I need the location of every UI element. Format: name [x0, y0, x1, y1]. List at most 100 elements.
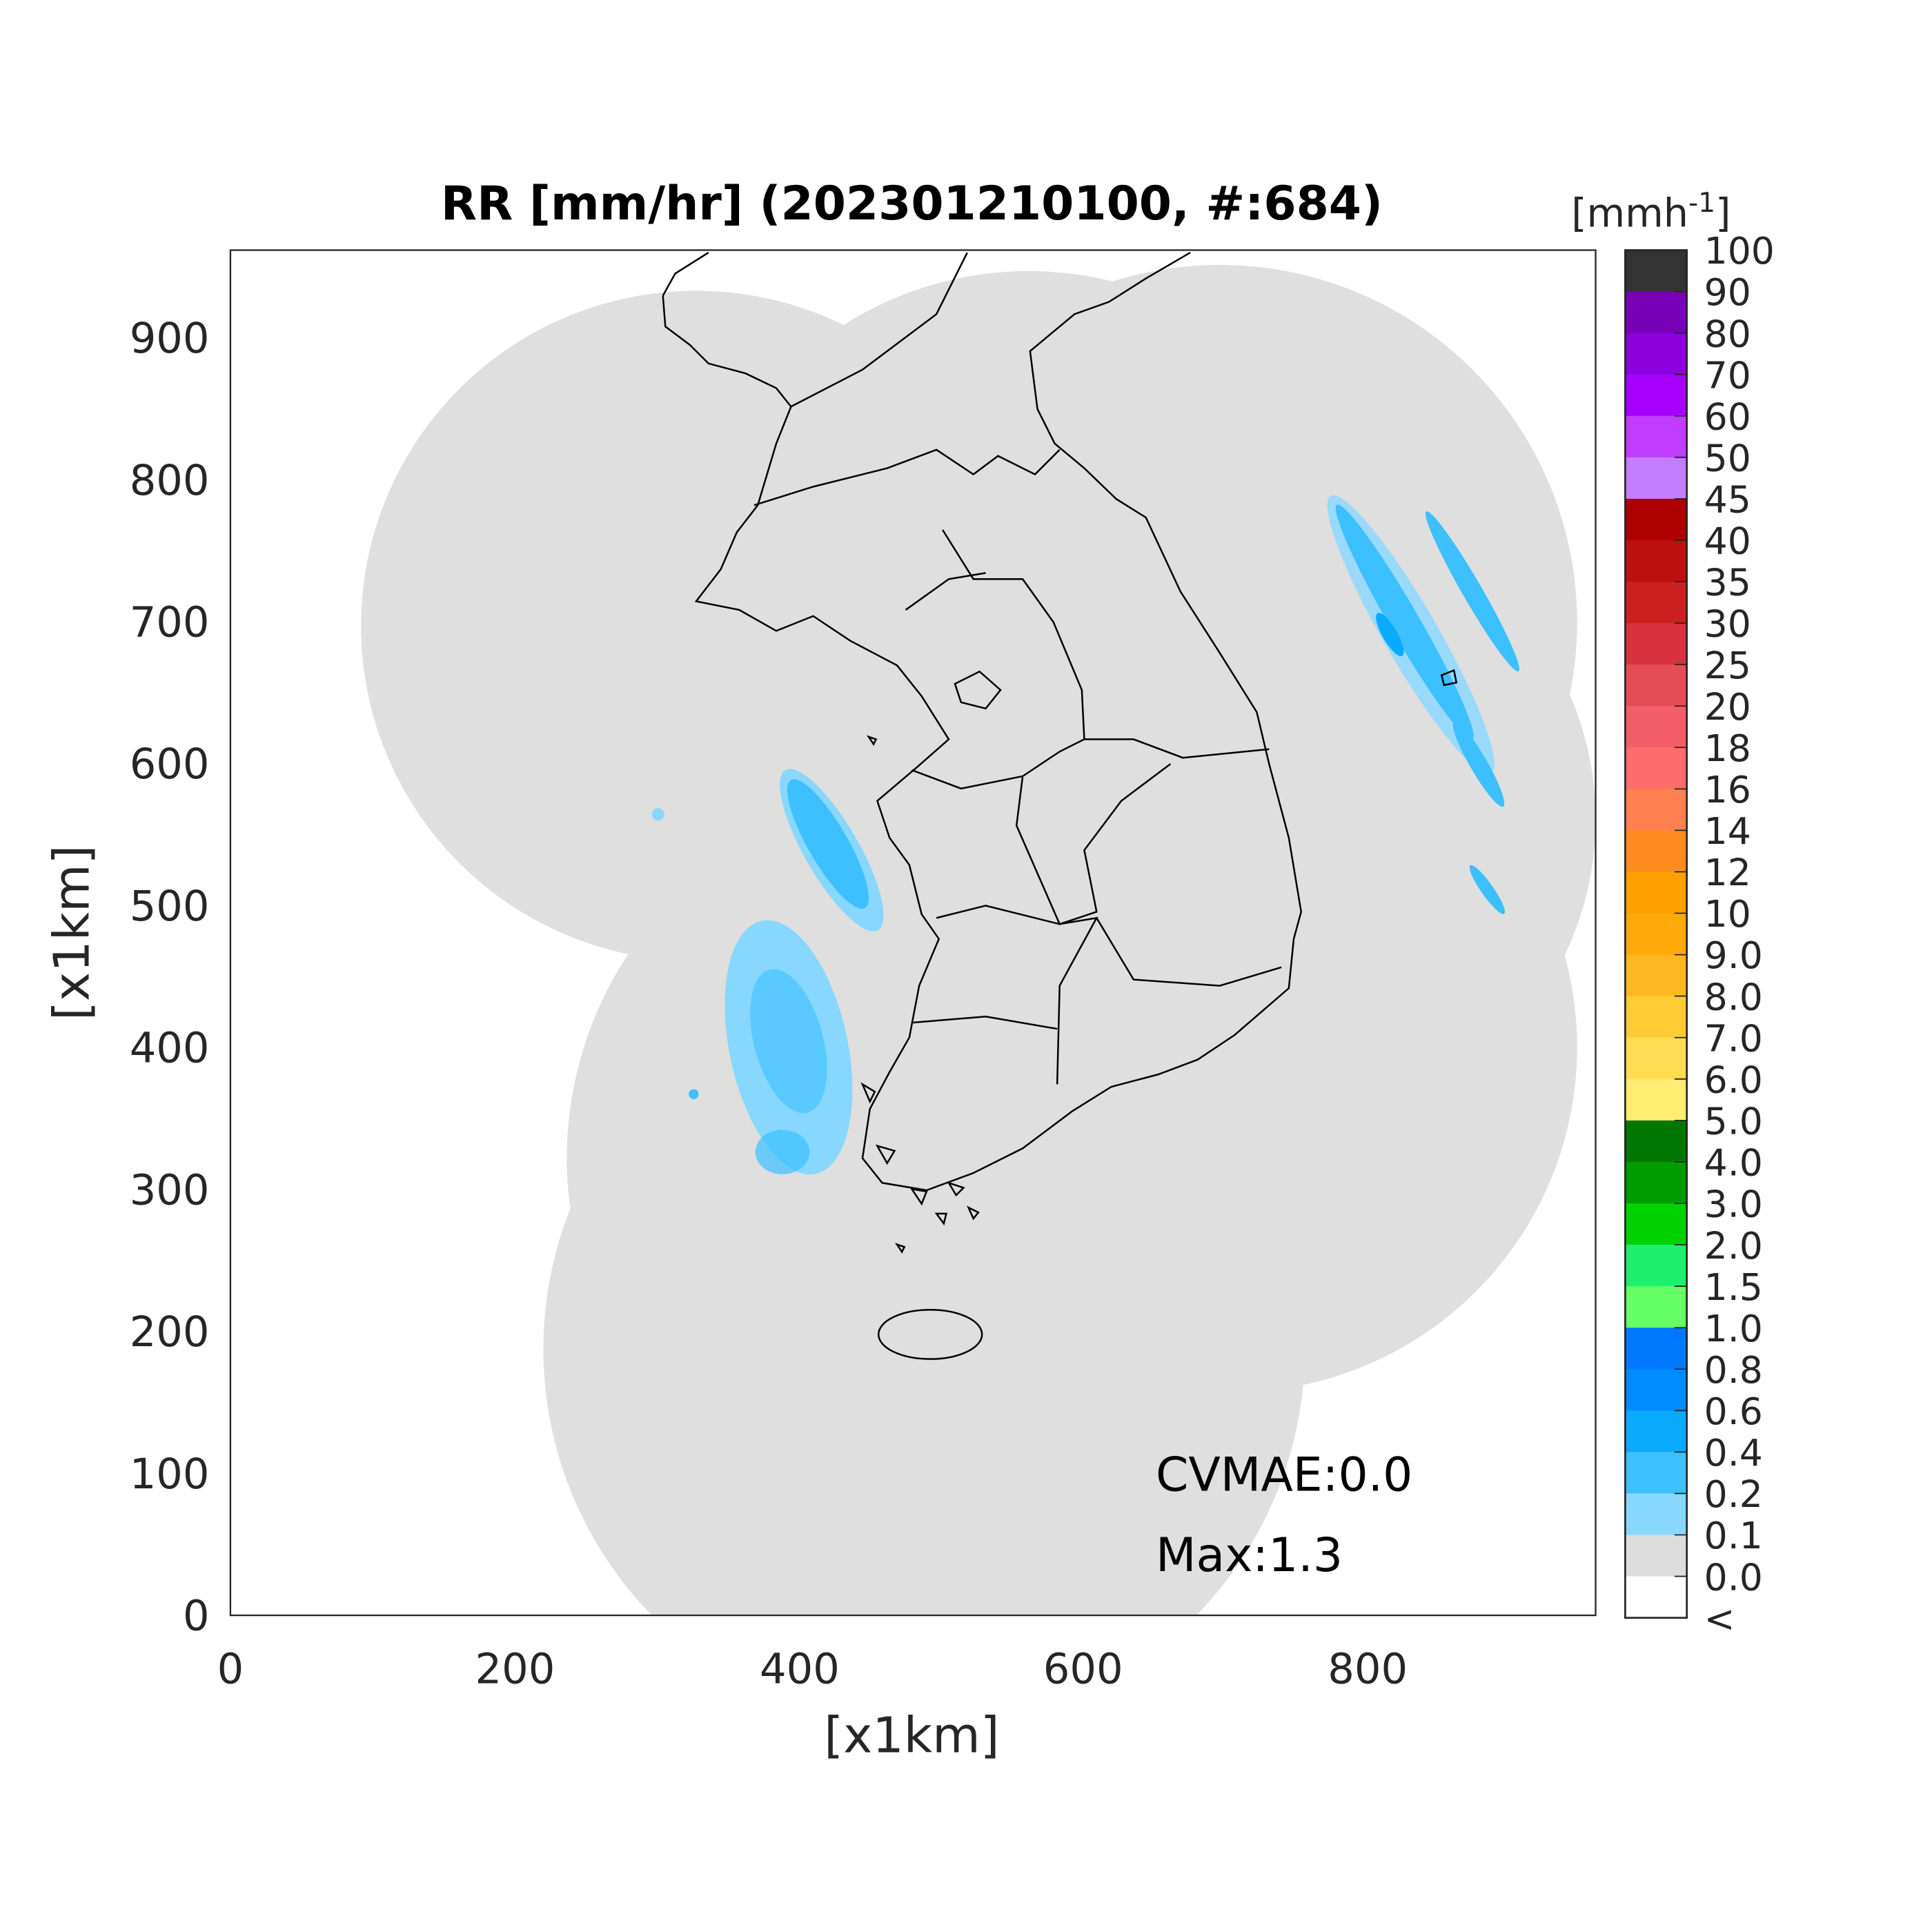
colorbar-label: 3.0: [1704, 1183, 1763, 1226]
colorbar-band: [1625, 747, 1687, 790]
y-tick-label: 700: [130, 598, 210, 647]
colorbar-label: 16: [1704, 768, 1751, 811]
colorbar-label: 50: [1704, 437, 1751, 480]
colorbar-label: 90: [1704, 270, 1751, 314]
colorbar-band: [1625, 913, 1687, 956]
x-axis-label: [x1km]: [824, 1706, 999, 1764]
colorbar-label: 14: [1704, 809, 1751, 853]
colorbar-band: [1625, 374, 1687, 417]
colorbar-label: 9.0: [1704, 934, 1763, 977]
rain-cell: [1335, 504, 1474, 740]
unit-exponent: -1: [1688, 188, 1715, 219]
colorbar-label: 0.4: [1704, 1431, 1763, 1475]
precipitation: [651, 495, 1520, 1175]
y-tick-label: 0: [183, 1593, 210, 1641]
colorbar-label: 6.0: [1704, 1058, 1763, 1101]
colorbar-label: 12: [1704, 851, 1751, 894]
x-tick-label: 200: [475, 1645, 555, 1693]
x-axis: 0 200 400 600 800 [x1km]: [217, 1645, 1408, 1764]
plot-area: CVMAE:0.0 Max:1.3: [229, 249, 1597, 1617]
colorbar-band: [1625, 498, 1687, 541]
y-tick-label: 800: [130, 457, 210, 505]
coverage-circle: [684, 270, 1374, 961]
colorbar-label: 0.0: [1704, 1555, 1763, 1599]
colorbar-band: [1625, 623, 1687, 666]
y-tick-label: 100: [130, 1450, 210, 1499]
colorbar-band: [1625, 250, 1687, 293]
y-axis-label: [x1km]: [43, 845, 101, 1021]
y-tick-label: 400: [130, 1025, 210, 1073]
colorbar-label: 0.2: [1704, 1472, 1763, 1516]
rain-cell: [1469, 865, 1506, 914]
y-tick-label: 500: [130, 883, 210, 931]
colorbar-label: 4.0: [1704, 1141, 1763, 1185]
colorbar-band: [1625, 1078, 1687, 1121]
colorbar: [mmh-1] 10090807060504540353025201816141…: [1571, 188, 1775, 1640]
cvmae-label: CVMAE:0.0: [1156, 1448, 1412, 1503]
colorbar-label: 7.0: [1704, 1016, 1763, 1060]
rain-cell: [750, 969, 827, 1114]
colorbar-label: 30: [1704, 602, 1751, 646]
colorbar-band: [1625, 1369, 1687, 1412]
y-axis: [x1km] 0 100 200 300 400 500 600 700 800 900: [43, 315, 210, 1640]
province-borders: [753, 252, 1282, 1085]
colorbar-band: [1625, 291, 1687, 334]
colorbar-band: [1625, 1328, 1687, 1370]
colorbar-label: 0.6: [1704, 1390, 1763, 1433]
colorbar-band: [1625, 1410, 1687, 1453]
colorbar-band: [1625, 1452, 1687, 1495]
colorbar-band: [1625, 1535, 1687, 1577]
colorbar-band: [1625, 1576, 1687, 1619]
unit-close: ]: [1715, 191, 1731, 237]
colorbar-label: 10: [1704, 892, 1751, 936]
colorbar-band: [1625, 415, 1687, 458]
chart-title: RR [mm/hr] (202301210100, #:684): [441, 177, 1383, 231]
rain-cell: [1376, 613, 1404, 657]
rain-cell: [689, 1089, 699, 1099]
colorbar-band: [1625, 1037, 1687, 1080]
plot-frame: [229, 249, 1597, 1617]
rain-cell: [651, 808, 664, 821]
colorbar-band: [1625, 706, 1687, 749]
colorbar-band: [1625, 1120, 1687, 1163]
colorbar-label: 70: [1704, 353, 1751, 397]
ulleung-island: [1440, 669, 1458, 687]
colorbar-frame: [1624, 249, 1688, 1619]
coastline: [662, 251, 1458, 1360]
colorbar-label: 20: [1704, 685, 1751, 729]
colorbar-band: [1625, 582, 1687, 624]
colorbar-band: [1625, 1203, 1687, 1245]
colorbar-label: <: [1704, 1597, 1735, 1640]
colorbar-label: 100: [1704, 229, 1775, 273]
y-tick-label: 900: [130, 315, 210, 363]
colorbar-label: 5.0: [1704, 1100, 1763, 1143]
radar-coverage: [361, 264, 1596, 1616]
colorbar-band: [1625, 1245, 1687, 1288]
rain-cell: [787, 779, 869, 909]
colorbar-band: [1625, 457, 1687, 500]
colorbar-label: 0.1: [1704, 1514, 1763, 1557]
colorbar-label: 80: [1704, 312, 1751, 355]
colorbar-unit: [mmh-1]: [1571, 188, 1731, 236]
colorbar-label: 35: [1704, 561, 1751, 604]
seoul-outline: [954, 670, 1002, 710]
colorbar-label: 25: [1704, 644, 1751, 687]
colorbar-label: 0.8: [1704, 1348, 1763, 1392]
peninsula-outline: [662, 251, 1302, 1192]
colorbar-band: [1625, 830, 1687, 873]
colorbar-label: 18: [1704, 727, 1751, 770]
colorbar-band: [1625, 1286, 1687, 1329]
colorbar-band: [1625, 954, 1687, 997]
rain-cell: [1452, 720, 1505, 807]
x-tick-label: 400: [760, 1645, 840, 1693]
colorbar-band: [1625, 1161, 1687, 1204]
colorbar-band: [1625, 664, 1687, 707]
colorbar-band: [1625, 540, 1687, 582]
colorbar-label: 60: [1704, 395, 1751, 438]
y-tick-label: 600: [130, 740, 210, 789]
x-tick-label: 0: [217, 1645, 244, 1693]
colorbar-label: 40: [1704, 520, 1751, 563]
southwest-islands: [860, 735, 980, 1254]
x-tick-label: 800: [1328, 1645, 1408, 1693]
